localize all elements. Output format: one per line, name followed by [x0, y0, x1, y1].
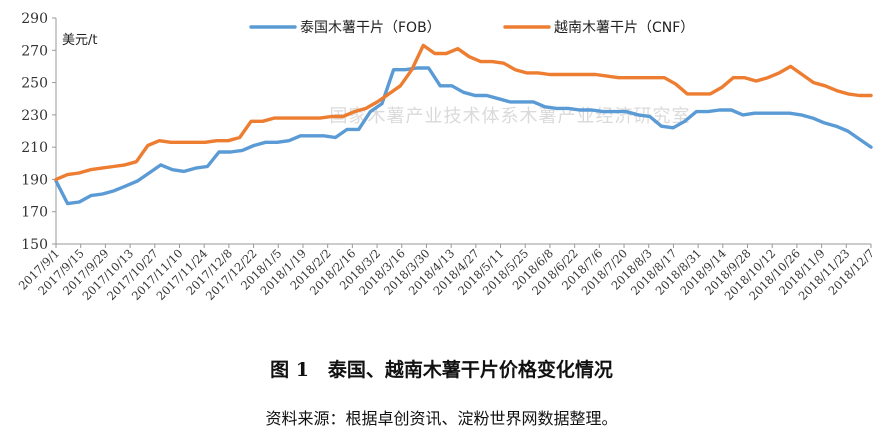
- figure-caption: 图 1 泰国、越南木薯干片价格变化情况: [270, 359, 613, 381]
- y-axis-unit-label: 美元/t: [62, 33, 97, 48]
- y-tick-label: 210: [21, 140, 48, 156]
- y-tick-label: 270: [21, 43, 48, 59]
- y-axis: 150 170 190 210 230 250 270 290: [21, 11, 57, 253]
- y-tick-label: 170: [21, 205, 48, 221]
- line-chart: 150 170 190 210 230 250 270 290 2017/9/12017/9/…: [16, 11, 877, 303]
- x-axis: 2017/9/12017/9/152017/9/292017/10/132017…: [16, 243, 877, 303]
- y-tick-label: 150: [21, 237, 48, 253]
- series-layer: [54, 43, 873, 206]
- legend-label-thailand: 泰国木薯干片（FOB）: [300, 20, 441, 36]
- watermark-text: 国家木薯产业技术体系木薯产业经济研究室: [330, 106, 691, 127]
- y-tick-label: 250: [21, 76, 48, 92]
- y-tick-label: 190: [21, 172, 48, 188]
- y-tick-label: 230: [21, 108, 48, 124]
- data-source-note: 资料来源：根据卓创资讯、淀粉世界网数据整理。: [265, 409, 618, 428]
- y-tick-label: 290: [21, 11, 48, 27]
- legend: 泰国木薯干片（FOB） 越南木薯干片（CNF）: [249, 20, 694, 36]
- series-line-vietnam: [54, 43, 873, 182]
- legend-label-vietnam: 越南木薯干片（CNF）: [554, 20, 694, 36]
- series-line-thailand: [54, 66, 873, 206]
